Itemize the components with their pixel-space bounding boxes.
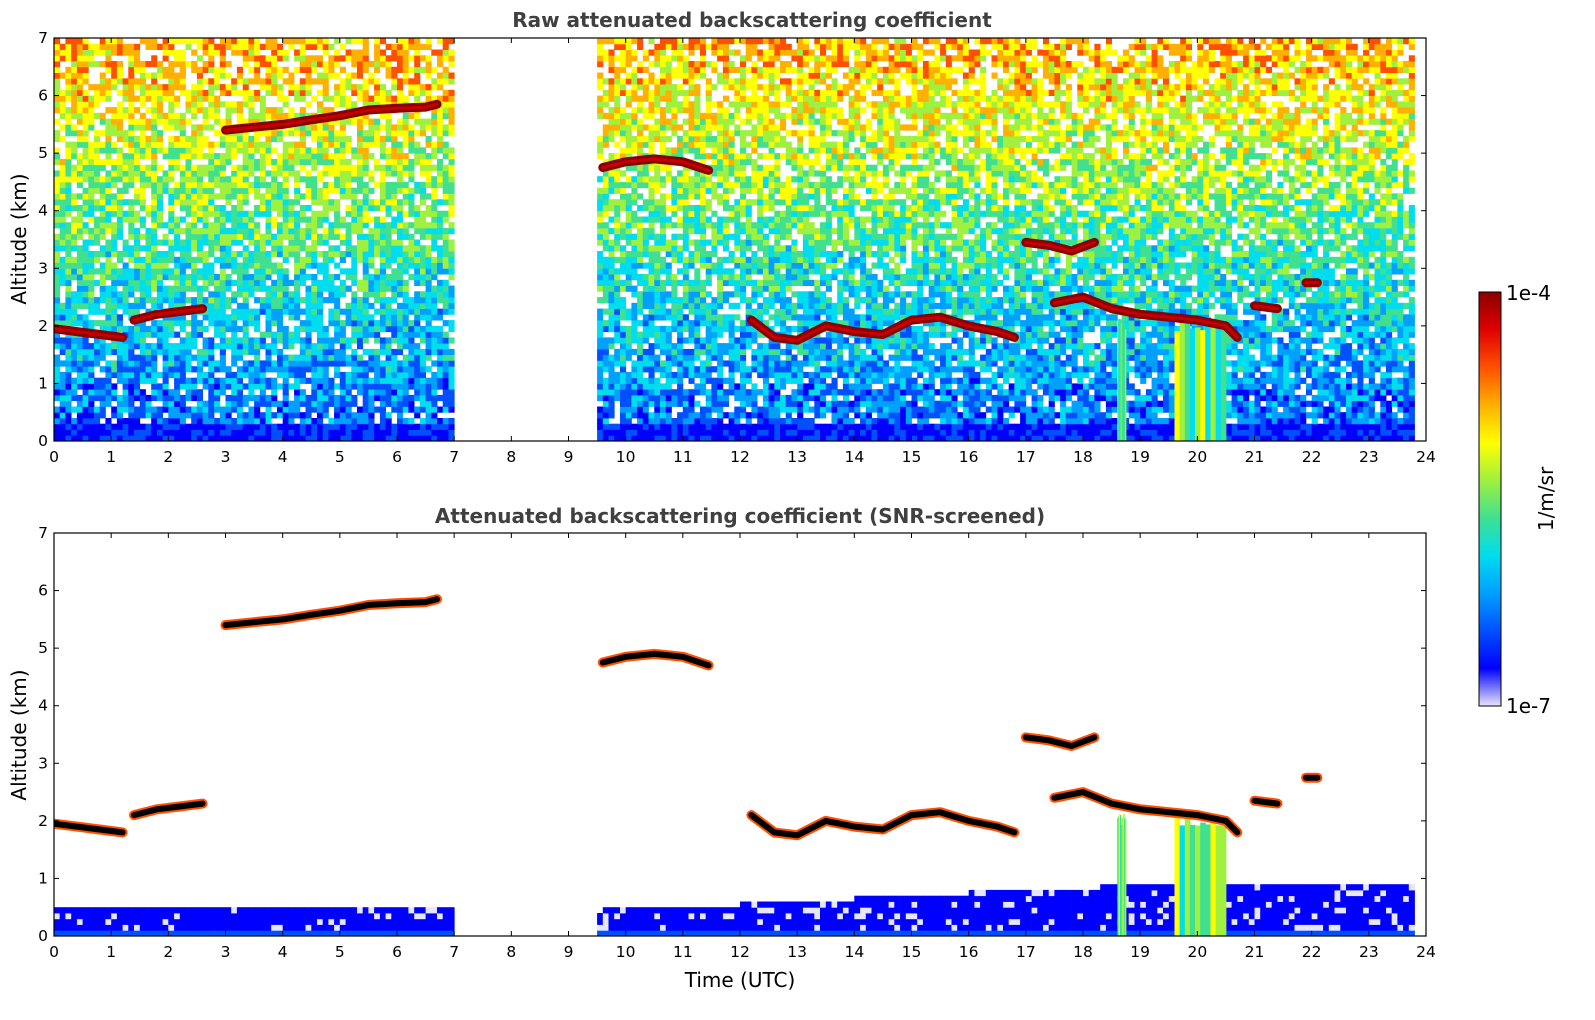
y-axis-label: Altitude (km)	[7, 173, 31, 304]
colorbar-gradient	[1478, 291, 1502, 707]
y-axis-label: Altitude (km)	[7, 669, 31, 800]
y-tick-label: 3	[38, 259, 48, 277]
y-tick-label: 1	[38, 374, 48, 392]
x-tick-label: 2	[163, 943, 173, 961]
x-tick-label: 20	[1187, 943, 1207, 961]
x-tick-label: 3	[221, 943, 231, 961]
y-tick-label: 0	[38, 432, 48, 450]
x-tick-label: 10	[616, 448, 636, 466]
x-tick-label: 0	[49, 943, 59, 961]
x-tick-label: 17	[1016, 448, 1036, 466]
y-tick-label: 6	[38, 87, 48, 105]
x-tick-label: 10	[616, 943, 636, 961]
y-tick-label: 5	[38, 144, 48, 162]
x-tick-label: 22	[1302, 448, 1322, 466]
x-tick-label: 8	[506, 448, 516, 466]
y-tick-label: 5	[38, 639, 48, 657]
x-tick-label: 15	[902, 943, 922, 961]
x-tick-label: 21	[1245, 943, 1265, 961]
x-tick-label: 18	[1073, 943, 1093, 961]
panel-screened: Attenuated backscattering coefficient (S…	[7, 504, 1436, 992]
x-tick-label: 6	[392, 943, 402, 961]
plot-frame	[53, 532, 1427, 937]
x-tick-label: 1	[106, 448, 116, 466]
x-tick-label: 12	[730, 448, 750, 466]
x-tick-label: 21	[1245, 448, 1265, 466]
x-tick-label: 12	[730, 943, 750, 961]
y-tick-labels: 0 1 2 3 4 5 6 7	[38, 29, 1426, 450]
x-tick-label: 16	[959, 448, 979, 466]
y-tick-label: 6	[38, 582, 48, 600]
x-tick-label: 19	[1130, 448, 1150, 466]
x-tick-label: 5	[335, 943, 345, 961]
y-tick-label: 1	[38, 869, 48, 887]
chart-title: Attenuated backscattering coefficient (S…	[435, 504, 1045, 528]
x-tick-label: 13	[787, 448, 807, 466]
x-tick-label: 8	[506, 943, 516, 961]
x-tick-label: 11	[673, 448, 693, 466]
y-tick-labels: 0 1 2 3 4 5 6 7	[38, 524, 1426, 945]
colorbar-unit-label: 1/m/sr	[1534, 466, 1558, 531]
x-tick-label: 14	[844, 943, 864, 961]
x-tick-label: 4	[278, 943, 288, 961]
x-axis-label: Time (UTC)	[684, 968, 796, 992]
x-tick-label: 22	[1302, 943, 1322, 961]
x-tick-label: 23	[1359, 448, 1379, 466]
x-tick-label: 9	[564, 943, 574, 961]
colorbar: 1e-4 1e-7 1/m/sr	[1478, 281, 1558, 718]
x-tick-label: 23	[1359, 943, 1379, 961]
panel-raw: Raw attenuated backscattering coefficien…	[7, 8, 1436, 466]
colorbar-min-label: 1e-7	[1506, 694, 1551, 718]
heatmap-raw	[54, 38, 1415, 441]
y-tick-label: 3	[38, 754, 48, 772]
y-tick-label: 7	[38, 524, 48, 542]
x-tick-label: 3	[221, 448, 231, 466]
x-tick-label: 20	[1187, 448, 1207, 466]
x-tick-labels: 0 1 2 3 4 5 6 7 8 9 10 11 12 13 14 15 16 17 18 19 20 21 22 23 24	[49, 533, 1436, 961]
y-tick-label: 2	[38, 812, 48, 830]
x-tick-label: 24	[1416, 448, 1436, 466]
heatmap-screened	[54, 594, 1415, 936]
y-tick-label: 4	[38, 697, 48, 715]
y-tick-label: 0	[38, 927, 48, 945]
x-tick-label: 7	[449, 943, 459, 961]
x-tick-label: 5	[335, 448, 345, 466]
y-tick-label: 4	[38, 202, 48, 220]
y-tick-label: 2	[38, 317, 48, 335]
x-tick-label: 13	[787, 943, 807, 961]
x-tick-label: 9	[564, 448, 574, 466]
x-tick-label: 0	[49, 448, 59, 466]
x-tick-label: 24	[1416, 943, 1436, 961]
x-tick-label: 15	[902, 448, 922, 466]
x-tick-label: 2	[163, 448, 173, 466]
x-tick-label: 17	[1016, 943, 1036, 961]
x-tick-labels: 0 1 2 3 4 5 6 7 8 9 10 11 12 13 14 15 16 17 18 19 20 21 22 23 24	[49, 38, 1436, 466]
plot-frame	[53, 37, 1427, 442]
y-tick-label: 7	[38, 29, 48, 47]
chart-title: Raw attenuated backscattering coefficien…	[512, 8, 992, 32]
x-tick-label: 1	[106, 943, 116, 961]
x-tick-label: 4	[278, 448, 288, 466]
x-tick-label: 7	[449, 448, 459, 466]
x-tick-label: 16	[959, 943, 979, 961]
colorbar-max-label: 1e-4	[1506, 281, 1551, 305]
x-tick-label: 19	[1130, 943, 1150, 961]
x-tick-label: 6	[392, 448, 402, 466]
x-tick-label: 18	[1073, 448, 1093, 466]
x-tick-label: 11	[673, 943, 693, 961]
x-tick-label: 14	[844, 448, 864, 466]
